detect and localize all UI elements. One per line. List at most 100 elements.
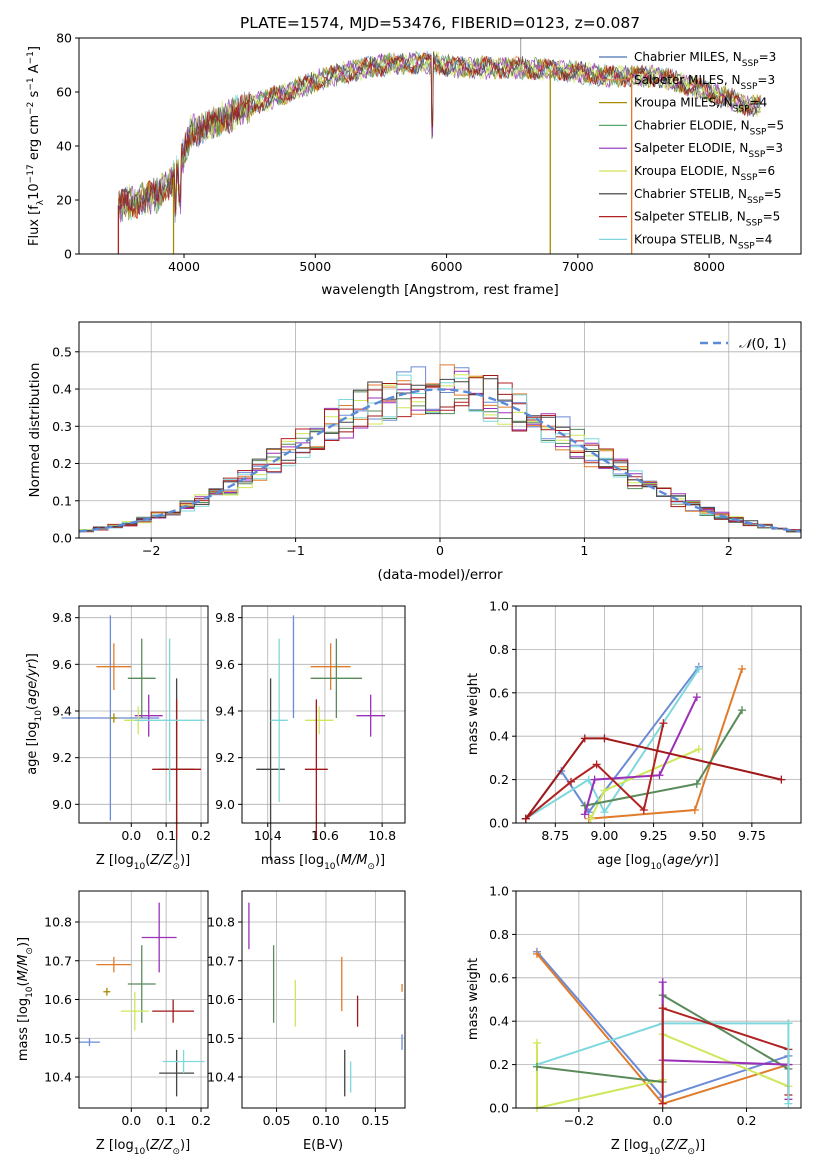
tick-label-y: 0.8	[489, 642, 509, 657]
tick-label-y: 10.4	[207, 1070, 235, 1085]
tick-label-y: 10.7	[207, 953, 235, 968]
mass-age-axes: 10.4 10.6 10.8 9.0 9.2 9.4 9.6 9.8	[215, 606, 405, 843]
tick-label-y: 0.5	[52, 344, 72, 359]
tick-label-y: 0.2	[52, 456, 72, 471]
z-mw-frame	[515, 890, 802, 1109]
tick-label-y: 20	[56, 193, 72, 208]
hist-series-8	[79, 378, 801, 533]
spectrum-ylabel: Flux [fλ10−17 erg cm−2 s−1 A−1]	[26, 46, 46, 246]
hist-legend-label: 𝒩(0, 1)	[739, 337, 786, 352]
tick-label-y: 0.4	[489, 729, 509, 744]
tick-label-y: 60	[56, 85, 72, 100]
tick-label-y: 9.0	[52, 797, 72, 812]
gaussian-curve	[78, 388, 802, 533]
tick-label-x: 10.8	[368, 828, 396, 843]
legend-label-7: Salpeter STELIB, NSSP=5	[634, 210, 780, 229]
tick-label-x: 9.00	[591, 828, 619, 843]
tick-label-y: 10.4	[44, 1070, 72, 1085]
z-mw-series-5	[661, 982, 790, 1100]
tick-label-y: 0.2	[489, 1057, 509, 1072]
age-mw-series-5	[583, 696, 698, 815]
ebv-mass-xlabel: E(B-V)	[303, 1138, 343, 1153]
ebv-mass-axes: 0.05 0.10 0.15 10.4 10.5 10.6 10.7 10.8	[207, 891, 405, 1128]
tick-label-y: 9.0	[215, 797, 235, 812]
legend-label-0: Chabrier MILES, NSSP=3	[634, 50, 776, 69]
age-mw-series-1	[525, 668, 700, 820]
tick-label-x: −1	[286, 543, 304, 558]
z-mass-xlabel: Z [log10(Z/Z⊙)]	[96, 1138, 190, 1157]
z-mass-axes: 0.0 0.1 0.2 10.4 10.5 10.6 10.7 10.8	[44, 891, 211, 1128]
hist-ylabel: Normed distribution	[27, 363, 43, 498]
legend-label-1: Salpeter MILES, NSSP=3	[634, 73, 775, 92]
tick-label-x: −2	[142, 543, 160, 558]
tick-label-y: 10.6	[207, 992, 235, 1007]
ebv-mass-frame	[241, 890, 406, 1109]
tick-label-x: 10.6	[311, 828, 339, 843]
tick-label-x: 9.50	[689, 828, 717, 843]
tick-label-x: 0.05	[263, 1113, 291, 1128]
tick-label-y: 0.0	[489, 816, 509, 831]
tick-label-x: 2	[725, 543, 733, 558]
legend-label-4: Salpeter ELODIE, NSSP=3	[634, 141, 783, 160]
tick-label-x: 0.1	[156, 828, 176, 843]
tick-label-y: 9.2	[52, 750, 72, 765]
spectrum-frame	[78, 37, 802, 255]
tick-label-y: 1.0	[489, 599, 509, 614]
tick-label-y: 1.0	[489, 884, 509, 899]
tick-label-y: 10.8	[207, 915, 235, 930]
tick-label-x: 8000	[693, 259, 725, 274]
z-mass-ylabel: mass [log10(M/M⊙)]	[16, 937, 35, 1061]
tick-label-x: 8.75	[541, 828, 569, 843]
tick-label-y: 9.6	[52, 657, 72, 672]
tick-label-x: 0.2	[191, 828, 211, 843]
z-mw-ylabel: mass weight	[466, 958, 481, 1040]
z-age-axes: 0.0 0.1 0.2 9.0 9.2 9.4 9.6 9.8	[52, 606, 211, 843]
legend-label-8: Kroupa STELIB, NSSP=4	[634, 232, 772, 251]
tick-label-y: 9.2	[215, 750, 235, 765]
tick-label-x: 4000	[168, 259, 200, 274]
figure-title: PLATE=1574, MJD=53476, FIBERID=0123, z=0…	[240, 14, 640, 32]
legend-label-3: Chabrier ELODIE, NSSP=5	[634, 118, 784, 137]
tick-label-y: 9.6	[215, 657, 235, 672]
tick-label-x: 0.2	[191, 1113, 211, 1128]
legend-label-6: Chabrier STELIB, NSSP=5	[634, 187, 782, 206]
tick-label-x: 10.4	[254, 828, 282, 843]
tick-label-y: 0.8	[489, 927, 509, 942]
tick-label-y: 80	[56, 31, 72, 46]
tick-label-y: 9.4	[52, 704, 72, 719]
hist-axes: −2 −1 0 1 2 0.0 0.1 0.2 0.3 0.4 0.5	[52, 322, 801, 558]
tick-label-x: −0.2	[564, 1113, 594, 1128]
tick-label-x: 0.0	[121, 828, 141, 843]
tick-label-y: 10.5	[207, 1031, 235, 1046]
tick-label-y: 0.4	[489, 1014, 509, 1029]
z-mw-xlabel: Z [log10(Z/Z⊙)]	[611, 1138, 705, 1157]
tick-label-x: 0.1	[156, 1113, 176, 1128]
tick-label-x: 0.0	[121, 1113, 141, 1128]
z-mass-frame	[78, 890, 209, 1109]
tick-label-y: 10.8	[44, 915, 72, 930]
z-age-ylabel: age [log10(age/yr)]	[25, 653, 44, 775]
tick-label-x: 0.0	[653, 1113, 673, 1128]
tick-label-x: 7000	[562, 259, 594, 274]
tick-label-y: 0.0	[52, 531, 72, 546]
legend-label-5: Kroupa ELODIE, NSSP=6	[634, 164, 775, 183]
tick-label-y: 9.8	[215, 610, 235, 625]
tick-label-x: 0.2	[737, 1113, 757, 1128]
tick-label-x: 0	[436, 543, 444, 558]
tick-label-y: 40	[56, 139, 72, 154]
tick-label-y: 0.6	[489, 970, 509, 985]
age-mw-frame	[515, 605, 802, 824]
tick-label-y: 9.4	[215, 704, 235, 719]
z-mw-axes: −0.2 0.0 0.2 0.0 0.2 0.4 0.6 0.8 1.0	[489, 884, 801, 1128]
hist-xlabel: (data-model)/error	[377, 567, 503, 583]
tick-label-x: 9.25	[640, 828, 668, 843]
tick-label-y: 0	[64, 247, 72, 262]
tick-label-x: 9.75	[738, 828, 766, 843]
spectrum-line-6	[118, 51, 762, 222]
tick-label-y: 0.2	[489, 772, 509, 787]
tick-label-y: 0.4	[52, 382, 72, 397]
tick-label-y: 10.7	[44, 953, 72, 968]
tick-label-x: 1	[580, 543, 588, 558]
z-age-frame	[78, 605, 209, 824]
hist-frame	[78, 321, 802, 539]
